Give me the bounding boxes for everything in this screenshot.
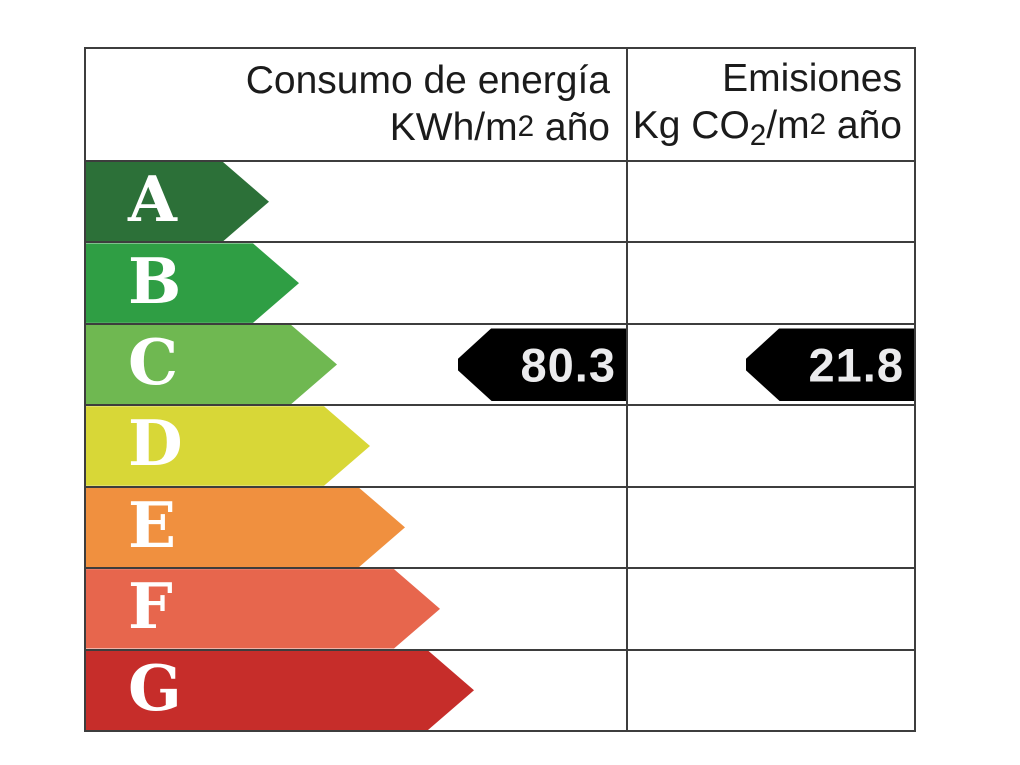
table-header: Consumo de energía KWh/m2 año Emisiones … [86, 49, 914, 162]
emisiones-title: Emisiones [722, 56, 902, 100]
rating-row-e: E [86, 487, 914, 570]
rating-letter-c: C [128, 325, 179, 400]
rating-row-c: C 80.3 21.8 [86, 324, 914, 407]
rating-row-g: G [86, 650, 914, 730]
rating-bar-e: E [86, 488, 405, 567]
consumption-value: 80.3 [520, 338, 616, 392]
consumo-cell-f: F [86, 569, 626, 648]
consumo-cell-e: E [86, 488, 626, 567]
emisiones-unit-part2: /m [766, 103, 810, 147]
consumo-cell-c: C 80.3 [86, 325, 626, 404]
rating-bar-f: F [86, 569, 440, 648]
consumo-unit-suffix: año [534, 105, 610, 149]
rating-letter-b: B [128, 243, 182, 318]
header-emisiones: Emisiones Kg CO2/m2 año [626, 49, 914, 160]
consumo-units: KWh/m2 año [390, 105, 610, 152]
consumo-cell-b: B [86, 243, 626, 322]
rating-row-d: D [86, 406, 914, 488]
rating-letter-d: D [128, 406, 183, 481]
emisiones-co2-subscript: 2 [749, 118, 767, 152]
rating-letter-e: E [128, 487, 177, 562]
rating-bar-b: B [86, 243, 299, 322]
consumo-cell-d: D [86, 406, 626, 485]
rating-row-f: F [86, 569, 914, 651]
emisiones-cell-a [626, 162, 914, 242]
consumo-cell-g: G [86, 651, 626, 730]
consumo-cell-a: A [86, 162, 626, 241]
rating-row-b: B [86, 243, 914, 325]
emisiones-cell-e [626, 487, 914, 568]
consumption-arrow: 80.3 [458, 328, 626, 402]
emisiones-units: Kg CO2/m2 año [633, 103, 902, 154]
emisiones-unit-part3: año [826, 103, 902, 147]
rating-rows: A B C 80.3 21.8 D E F G [86, 162, 914, 730]
emisiones-cell-c: 21.8 [626, 324, 914, 405]
emisiones-unit-part1: Kg CO [632, 103, 750, 147]
emisiones-cell-b [626, 243, 914, 323]
header-consumo: Consumo de energía KWh/m2 año [86, 49, 626, 160]
rating-bar-d: D [86, 406, 370, 485]
rating-letter-f: F [128, 569, 173, 644]
emissions-arrow: 21.8 [746, 328, 914, 402]
rating-bar-c: C [86, 325, 337, 404]
emisiones-unit-superscript: 2 [809, 107, 827, 141]
consumo-unit-prefix: KWh/m [389, 105, 518, 149]
emisiones-cell-f [626, 569, 914, 649]
rating-letter-a: A [128, 162, 177, 237]
emisiones-cell-g [626, 650, 914, 730]
rating-letter-g: G [128, 650, 182, 725]
energy-rating-table: Consumo de energía KWh/m2 año Emisiones … [84, 47, 916, 732]
rating-row-a: A [86, 162, 914, 244]
rating-bar-a: A [86, 162, 269, 241]
emisiones-cell-d [626, 406, 914, 486]
emissions-value: 21.8 [808, 338, 904, 392]
consumo-unit-superscript: 2 [517, 109, 535, 143]
consumo-title: Consumo de energía [245, 58, 610, 102]
rating-bar-g: G [86, 651, 474, 730]
